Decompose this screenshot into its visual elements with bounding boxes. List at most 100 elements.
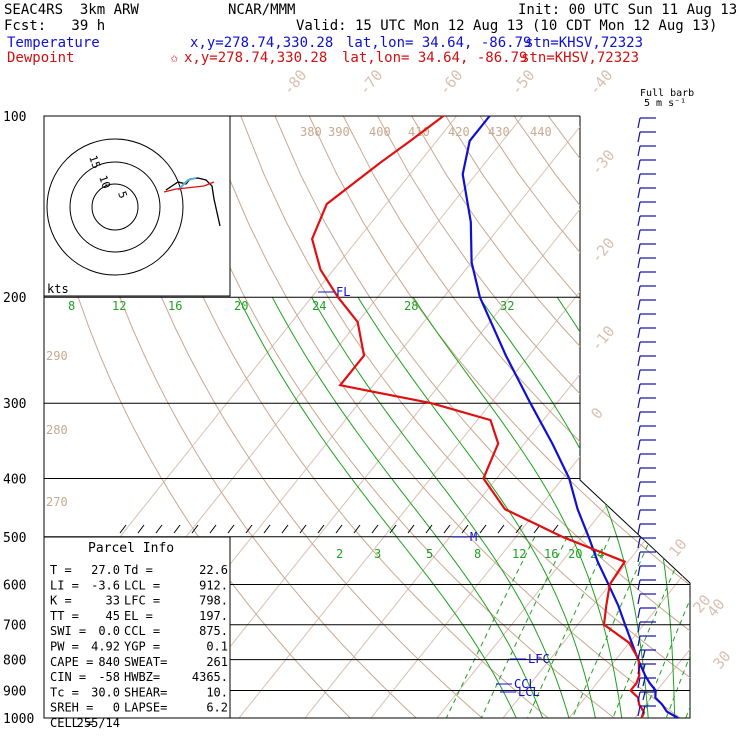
model-title: SEAC4RS 3km ARW xyxy=(4,2,139,18)
dry-adiabat-line xyxy=(342,116,690,718)
parcel-key-left: PW = xyxy=(50,640,79,654)
theta-label-top: 420 xyxy=(448,125,470,139)
parcel-key-right: YGP = xyxy=(124,640,160,654)
parcel-value-left: 30.0 xyxy=(91,685,120,699)
dry-adiabat-line xyxy=(684,116,690,718)
isotherm-line xyxy=(701,116,740,718)
parcel-value-right: 10. xyxy=(206,685,228,699)
wind-barb-flag xyxy=(637,607,641,619)
isotherm-label: -20 xyxy=(587,234,618,266)
parcel-value-left: 33 xyxy=(106,594,120,608)
hodograph-ring xyxy=(91,183,139,231)
wind-barb-flag xyxy=(642,677,646,687)
pressure-label: 500 xyxy=(3,531,26,546)
isotherm-line xyxy=(436,116,690,718)
wind-barb-flag xyxy=(637,467,641,479)
wind-barb-flag xyxy=(637,411,641,423)
mixing-ratio-line xyxy=(642,536,690,718)
pressure-label: 700 xyxy=(3,619,26,634)
wind-barb-flag xyxy=(637,271,641,283)
hatch-mark xyxy=(281,524,289,534)
wind-barb-flag xyxy=(637,677,641,689)
wind-barb-flag xyxy=(637,593,641,605)
isotherm-label: 10 xyxy=(665,535,690,560)
wind-barb-flag xyxy=(637,579,641,591)
wind-barb-flag xyxy=(637,229,641,241)
wind-barb-flag xyxy=(637,565,641,577)
dry-adiabat-line xyxy=(719,116,740,718)
theta-label-left: 270 xyxy=(46,495,68,509)
hatch-mark xyxy=(299,524,307,534)
parcel-value-right: 0.1 xyxy=(206,640,228,654)
wind-barb-flag xyxy=(637,691,641,703)
wind-barb-flag xyxy=(637,481,641,493)
parcel-value-right: 261 xyxy=(206,655,228,669)
parcel-value-left: 0 xyxy=(113,701,120,715)
dewpoint-star-icon: ✩ xyxy=(170,50,179,66)
hodograph-ring xyxy=(46,138,184,276)
isotherm-label: -40 xyxy=(585,66,616,98)
dry-adiabat-line xyxy=(206,116,681,718)
dewpoint-label: Dewpoint xyxy=(7,50,75,66)
wind-barb-flag xyxy=(637,257,641,269)
parcel-value-left: 0.0 xyxy=(98,624,120,638)
dewpoint-xy: x,y=278.74,330.28 xyxy=(184,50,328,66)
hatch-mark xyxy=(209,524,217,534)
mixing-ratio-label: 5 xyxy=(426,547,433,561)
hatch-mark xyxy=(119,524,127,534)
parcel-key-left: SWI = xyxy=(50,624,86,638)
parcel-value-left: 4.92 xyxy=(91,640,120,654)
hodograph-unit-label: kts xyxy=(47,282,69,296)
parcel-key-left: CELL = xyxy=(50,716,93,730)
hatch-mark xyxy=(353,524,361,534)
pressure-label: 1000 xyxy=(3,712,34,727)
moist-adiabat-line xyxy=(412,296,623,718)
forecast-hour: Fcst: 39 h xyxy=(4,18,106,34)
wind-barb-flag xyxy=(637,663,641,675)
isotherm-label: -60 xyxy=(435,66,466,98)
hatch-mark xyxy=(173,524,181,534)
hatch-mark xyxy=(263,524,271,534)
wind-barb-flag xyxy=(637,285,641,297)
wind-barb-flag xyxy=(637,201,641,213)
dewpoint-station: stn=KHSV,72323 xyxy=(521,50,640,66)
parcel-value-right: 912. xyxy=(199,578,228,592)
pressure-label: 400 xyxy=(3,472,26,487)
isotherm-label: -30 xyxy=(587,146,618,178)
temperature-station: stn=KHSV,72323 xyxy=(525,35,644,51)
moist-adiabat-line xyxy=(237,296,517,718)
dry-adiabat-line xyxy=(69,116,417,718)
parcel-value-left: 840 xyxy=(98,655,120,669)
level-label-lfc: LFC xyxy=(528,652,550,666)
parcel-key-left: Tc = xyxy=(50,685,79,699)
init-time: Init: 00 UTC Sun 11 Aug 13 xyxy=(518,2,738,18)
pressure-label: 100 xyxy=(3,110,26,125)
hatch-mark xyxy=(461,524,469,534)
dry-adiabat-line xyxy=(308,116,690,718)
hodograph-ring-label: 10 xyxy=(96,174,113,191)
wind-barb-flag xyxy=(637,327,641,339)
level-label-m: M xyxy=(470,530,477,544)
org-label: NCAR/MMM xyxy=(228,2,296,18)
parcel-key-left: TT = xyxy=(50,609,79,623)
wind-barb-flag xyxy=(637,145,641,157)
dry-adiabat-line xyxy=(650,116,690,718)
moist-adiabat-line xyxy=(556,296,676,718)
dry-adiabat-line xyxy=(103,116,483,718)
level-label-ccl: CCL xyxy=(514,677,536,691)
parcel-value-right: 197. xyxy=(199,609,228,623)
theta-e-label: 24 xyxy=(312,299,326,313)
wind-barb-flag xyxy=(637,243,641,255)
mixing-ratio-label: 12 xyxy=(512,547,526,561)
isotherm-label: 0 xyxy=(587,404,607,422)
temperature-line xyxy=(461,115,679,719)
wind-barb-flag xyxy=(637,621,641,633)
theta-e-label: 20 xyxy=(234,299,248,313)
temperature-latlon: lat,lon= 34.64, -86.79 xyxy=(346,35,532,51)
hodograph-ring-label: 5 xyxy=(115,190,129,201)
parcel-key-right: HWBZ= xyxy=(124,670,160,684)
isotherm-label: -50 xyxy=(507,66,538,98)
parcel-key-left: CAPE = xyxy=(50,655,93,669)
dry-adiabat-line xyxy=(172,116,615,718)
